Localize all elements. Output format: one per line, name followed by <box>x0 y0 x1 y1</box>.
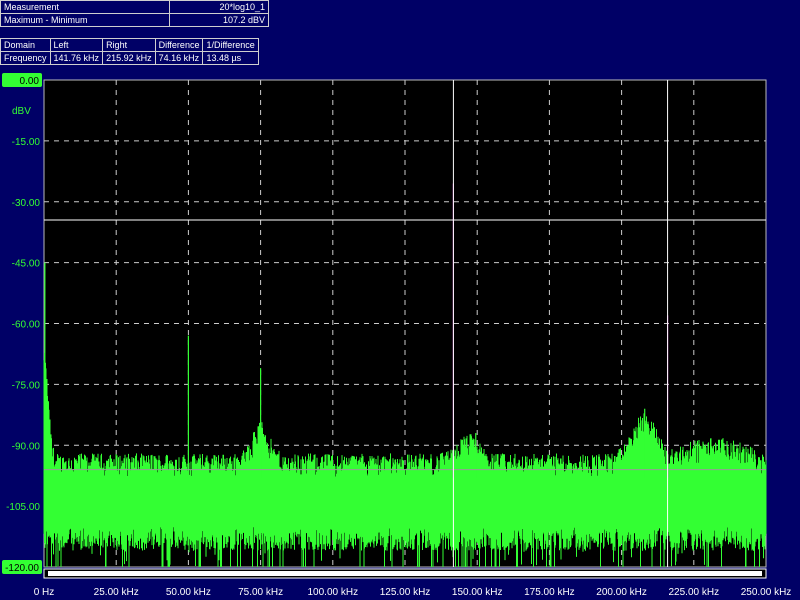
y-tick-label: -15.00 <box>12 137 41 148</box>
x-tick-label: 75.00 kHz <box>238 587 283 598</box>
cursor-table: Domain Left Right Difference 1/Differenc… <box>0 38 259 65</box>
x-tick-label: 150.00 kHz <box>452 587 503 598</box>
y-tick-label: -105.00 <box>6 502 40 513</box>
y-tick-label: -90.00 <box>12 441 41 452</box>
y-tick-label: -30.00 <box>12 198 41 209</box>
y-min-box[interactable] <box>2 560 42 574</box>
x-tick-label: 0 Hz <box>34 587 55 598</box>
cursor-inverse: 13.48 µs <box>202 51 259 65</box>
y-tick-label: -45.00 <box>12 259 41 270</box>
measurement-row-value: 107.2 dBV <box>169 13 269 27</box>
measurement-table: Measurement 20*log10_1 Maximum - Minimum… <box>0 0 269 27</box>
x-tick-label: 250.00 kHz <box>741 587 792 598</box>
x-tick-label: 50.00 kHz <box>166 587 211 598</box>
cursor-right: 215.92 kHz <box>102 51 156 65</box>
y-axis-label: dBV <box>12 106 31 117</box>
measurement-row-label: Maximum - Minimum <box>0 13 170 27</box>
y-tick-label: -120.00 <box>5 563 39 574</box>
y-max-box[interactable] <box>2 73 42 87</box>
x-tick-label: 100.00 kHz <box>308 587 359 598</box>
x-tick-label: 25.00 kHz <box>94 587 139 598</box>
y-tick-label: -60.00 <box>12 320 41 331</box>
y-axis-ticks: 0.00 -15.00 -30.00 -45.00 -60.00 -75.00 -90.00… <box>2 73 42 574</box>
cursor-difference: 74.16 kHz <box>154 51 204 65</box>
y-tick-label: -75.00 <box>12 380 41 391</box>
x-tick-label: 200.00 kHz <box>596 587 647 598</box>
y-tick-label: 0.00 <box>20 76 40 87</box>
cursors[interactable] <box>44 80 766 567</box>
x-tick-label: 175.00 kHz <box>524 587 575 598</box>
x-tick-label: 125.00 kHz <box>380 587 431 598</box>
spectrum-trace <box>43 352 767 567</box>
x-tick-label: 225.00 kHz <box>669 587 720 598</box>
scrollbar-thumb[interactable] <box>48 571 762 576</box>
x-axis-ticks: 0 Hz 25.00 kHz 50.00 kHz 75.00 kHz 100.00 kH… <box>34 587 792 598</box>
